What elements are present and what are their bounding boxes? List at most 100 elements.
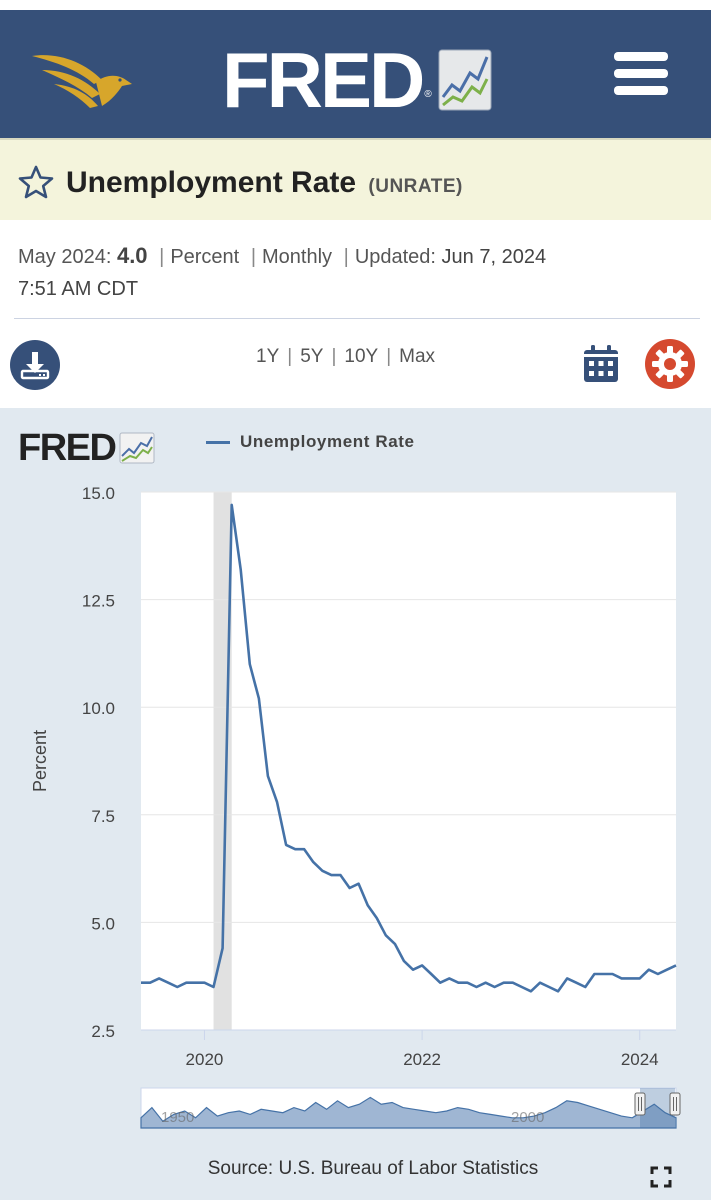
source-text: Source: U.S. Bureau of Labor Statistics (207, 1158, 539, 1179)
fred-logo[interactable]: FRED ® (222, 40, 492, 120)
fullscreen-icon[interactable] (650, 1166, 672, 1188)
data-point (475, 986, 477, 988)
data-point (666, 969, 668, 971)
navigator-series (140, 1096, 677, 1129)
frequency-label: Monthly (262, 246, 333, 268)
chart-area[interactable]: 15.0 12.5 10.0 7.5 5.0 2.5 Percent 2020 2022 2024… (0, 408, 711, 1200)
series-meta: May 2024: 4.0 | Percent | Monthly | Updated… (18, 240, 698, 305)
hamburger-menu-icon[interactable] (614, 52, 670, 104)
navigator-label: 1950 (161, 1109, 194, 1126)
y-tick-label: 15.0 (82, 484, 115, 503)
data-point (412, 969, 414, 971)
series-title-bar: Unemployment Rate (UNRATE) (0, 138, 711, 220)
data-point (185, 982, 187, 984)
download-icon (20, 352, 50, 380)
data-point (648, 969, 650, 971)
range-1y-button[interactable]: 1Y (256, 346, 280, 367)
data-point (448, 977, 450, 979)
range-max-button[interactable]: Max (399, 346, 436, 367)
recession-shading (213, 492, 232, 1030)
data-point (158, 977, 160, 979)
series-line (141, 503, 677, 993)
data-point (403, 960, 405, 962)
data-point (466, 982, 468, 984)
download-button[interactable] (10, 340, 60, 390)
navigator-label: 2000 (511, 1109, 544, 1126)
data-point (566, 977, 568, 979)
navigator-handle[interactable] (634, 1092, 646, 1116)
range-10y-button[interactable]: 10Y (344, 346, 379, 367)
range-separator: | (331, 346, 337, 367)
data-point (267, 775, 269, 777)
chart-legend[interactable]: Unemployment Rate (206, 432, 415, 452)
registered-mark: ® (424, 89, 432, 100)
data-point (675, 964, 677, 966)
data-point (276, 801, 278, 803)
eagle-logo-icon[interactable] (28, 40, 138, 120)
data-point (512, 982, 514, 984)
data-point (285, 844, 287, 846)
gear-icon[interactable] (644, 338, 696, 390)
data-point (367, 904, 369, 906)
data-point (639, 977, 641, 979)
navigator-handle[interactable] (669, 1092, 681, 1116)
data-point (321, 870, 323, 872)
data-point (149, 982, 151, 984)
observation-value: 4.0 (116, 243, 148, 268)
data-point (521, 986, 523, 988)
data-point (457, 982, 459, 984)
observation-date: May 2024: (18, 246, 112, 268)
y-tick-label: 7.5 (91, 807, 115, 826)
chart-panel: 15.0 12.5 10.0 7.5 5.0 2.5 Percent 2020 2022 2024… (0, 408, 711, 1200)
data-point (376, 917, 378, 919)
data-point (312, 861, 314, 863)
y-tick-label: 2.5 (91, 1022, 115, 1041)
y-tick-label: 5.0 (91, 914, 115, 933)
data-point (357, 883, 359, 885)
units-label: Percent (170, 246, 240, 268)
x-tick-label: 2022 (403, 1050, 441, 1069)
range-separator: | (386, 346, 392, 367)
data-point (176, 986, 178, 988)
data-point (430, 973, 432, 975)
chart-fred-logo: FRED (18, 428, 155, 468)
series-id: (UNRATE) (368, 176, 463, 197)
data-point (330, 874, 332, 876)
meta-separator: | (343, 246, 349, 268)
data-point (539, 982, 541, 984)
data-point (584, 986, 586, 988)
data-point (557, 990, 559, 992)
data-point (484, 982, 486, 984)
data-point (530, 990, 532, 992)
data-point (593, 973, 595, 975)
data-point (394, 943, 396, 945)
y-tick-label: 12.5 (82, 592, 115, 611)
updated-time: 7:51 AM CDT (18, 278, 139, 300)
data-point (611, 973, 613, 975)
legend-label: Unemployment Rate (240, 432, 415, 451)
fred-logo-text: FRED (222, 36, 425, 124)
x-tick-label: 2020 (186, 1050, 224, 1069)
site-header: FRED ® (0, 10, 711, 138)
data-point (493, 986, 495, 988)
legend-swatch (206, 440, 230, 444)
range-5y-button[interactable]: 5Y (300, 346, 324, 367)
calendar-icon[interactable] (582, 344, 620, 384)
fred-graph-icon (119, 432, 155, 464)
data-point (140, 982, 142, 984)
page-title: Unemployment Rate (UNRATE) (66, 166, 463, 200)
data-point (249, 663, 251, 665)
data-point (194, 982, 196, 984)
data-point (620, 977, 622, 979)
meta-separator: | (250, 246, 257, 268)
data-point (258, 697, 260, 699)
star-icon[interactable] (18, 164, 54, 200)
data-point (439, 982, 441, 984)
data-point (231, 504, 233, 506)
y-tick-label: 10.0 (82, 699, 115, 718)
data-point (167, 982, 169, 984)
x-tick-label: 2024 (621, 1050, 659, 1069)
navigator-selection (640, 1088, 675, 1128)
data-point (303, 848, 305, 850)
range-separator: | (287, 346, 293, 367)
